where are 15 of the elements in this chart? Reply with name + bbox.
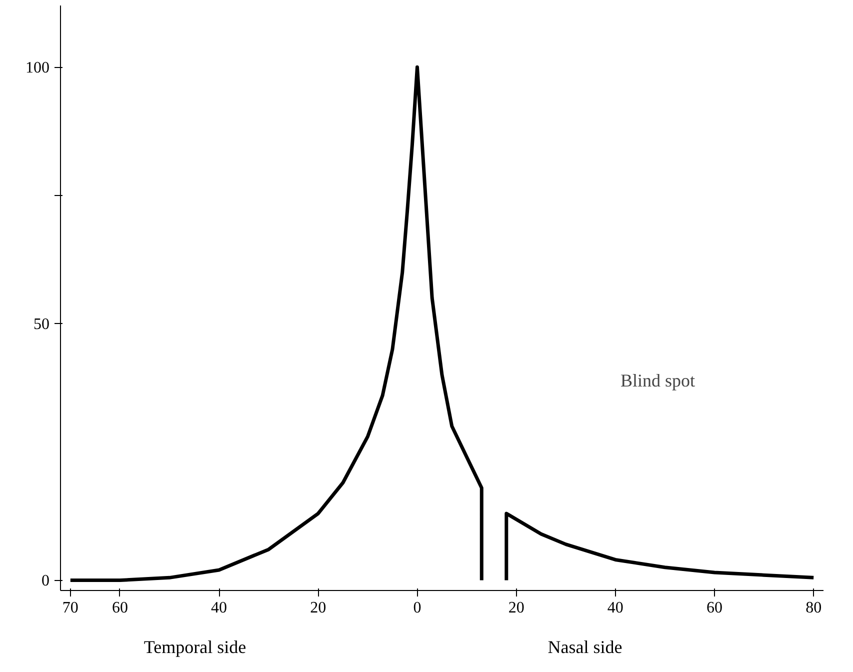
y-tick-label: 0 (42, 572, 50, 590)
x-tick-label: 80 (806, 600, 822, 616)
x-tick-label: 40 (211, 600, 228, 616)
x-tick-label: 60 (706, 600, 722, 616)
x-tick-label: 20 (310, 600, 326, 616)
y-tick-label: 50 (34, 316, 50, 334)
annotation: Blind spot (620, 370, 696, 390)
x-tick-label: 60 (112, 600, 128, 616)
x-tick-label: 40 (607, 600, 624, 616)
x-tick-label: 20 (508, 600, 524, 616)
x-tick-label: 70 (62, 600, 78, 616)
text: Nasal side (548, 636, 622, 659)
x-tick-label: 0 (413, 600, 422, 616)
text: Temporal side (144, 636, 246, 659)
y-tick-label: 100 (26, 60, 50, 77)
